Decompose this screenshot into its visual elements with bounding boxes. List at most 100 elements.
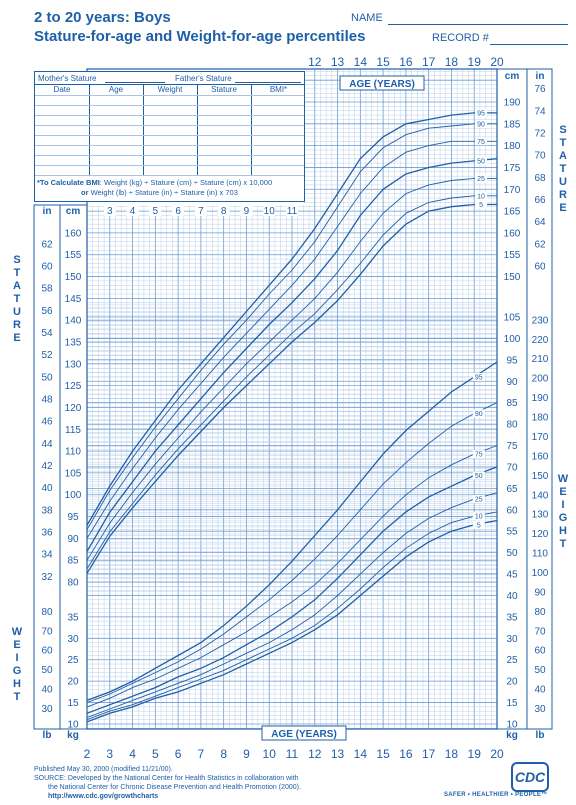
weight-p10-label: 10 xyxy=(475,514,483,521)
stature-in-tick-right: 64 xyxy=(534,217,546,228)
stature-in-tick-left: 36 xyxy=(41,528,53,539)
stature-cm-tick-right: 175 xyxy=(504,163,521,174)
weight-lb-tick-right: 190 xyxy=(532,393,549,404)
x-tick-top: 15 xyxy=(376,55,390,69)
weight-kg-tick-right: 40 xyxy=(506,591,518,602)
weight-kg-tick-right: 25 xyxy=(506,655,518,666)
weight-kg-tick-right: 55 xyxy=(506,527,518,538)
x-tick-inner: 6 xyxy=(175,206,181,217)
unit-kg-left: kg xyxy=(67,730,79,741)
weight-p5-line xyxy=(86,519,498,723)
x-tick-bottom: 3 xyxy=(106,747,113,761)
record-row[interactable] xyxy=(35,95,304,96)
weight-lb-tick-right: 30 xyxy=(534,704,546,715)
fathers-stature-field[interactable] xyxy=(235,82,301,83)
weight-kg-tick-left: 25 xyxy=(67,655,79,666)
weight-kg-tick-right: 75 xyxy=(506,441,518,452)
record-row[interactable] xyxy=(35,125,304,126)
x-tick-bottom: 2 xyxy=(84,747,91,761)
stature-p25-line xyxy=(86,177,497,561)
stature-in-tick-right: 76 xyxy=(534,84,546,95)
x-tick-bottom: 4 xyxy=(129,747,136,761)
weight-kg-tick-right: 80 xyxy=(506,420,518,431)
stature-in-tick-right: 74 xyxy=(534,106,546,117)
stature-cm-tick-left: 145 xyxy=(65,294,82,305)
source-link[interactable]: http://www.cdc.gov/growthcharts xyxy=(48,793,159,800)
weight-kg-tick-right: 10 xyxy=(506,720,518,731)
stature-cm-tick-left: 95 xyxy=(67,512,79,523)
stature-in-tick-left: 54 xyxy=(41,328,53,339)
weight-p50-label: 50 xyxy=(475,473,483,480)
weight-lb-tick-right: 130 xyxy=(532,510,549,521)
x-tick-bottom: 5 xyxy=(152,747,159,761)
stature-in-tick-left: 58 xyxy=(41,284,53,295)
weight-lb-tick-right: 150 xyxy=(532,471,549,482)
stature-cm-tick-left: 130 xyxy=(65,359,82,370)
weight-lb-tick-right: 140 xyxy=(532,490,549,501)
record-row[interactable] xyxy=(35,165,304,166)
stature-in-tick-left: 44 xyxy=(41,439,53,450)
stature-cm-tick-right: 185 xyxy=(504,119,521,130)
fathers-stature-label: Father's Stature xyxy=(175,74,232,83)
weight-p75-line xyxy=(86,445,498,708)
x-tick-inner: 4 xyxy=(130,206,136,217)
record-col-header: Stature xyxy=(211,85,237,94)
record-row[interactable] xyxy=(35,175,304,176)
weight-lb-tick-right: 90 xyxy=(534,587,546,598)
stature-in-tick-right: 66 xyxy=(534,195,546,206)
stature-in-tick-left: 40 xyxy=(41,483,53,494)
cdc-logo: CDC xyxy=(511,762,549,792)
stature-cm-tick-right: 190 xyxy=(504,98,521,109)
record-col-header: BMI* xyxy=(269,85,288,94)
record-label: RECORD # xyxy=(432,32,489,44)
record-row[interactable] xyxy=(35,155,304,156)
x-axis-title-top: AGE (YEARS) xyxy=(349,79,415,90)
x-tick-bottom: 6 xyxy=(175,747,182,761)
stature-cm-tick-left: 160 xyxy=(65,228,82,239)
stature-in-tick-left: 48 xyxy=(41,395,53,406)
stature-cm-tick-right: 165 xyxy=(504,207,521,218)
stature-p5-line xyxy=(86,203,497,574)
stature-cm-tick-right: 150 xyxy=(504,272,521,283)
name-field[interactable] xyxy=(388,24,568,25)
stature-cm-tick-right: 155 xyxy=(504,250,521,261)
weight-lb-tick-right: 230 xyxy=(532,315,549,326)
x-tick-inner: 10 xyxy=(264,206,276,217)
weight-lb-tick-right: 60 xyxy=(534,646,546,657)
stature-in-tick-right: 60 xyxy=(534,262,546,273)
stature-p75-line xyxy=(86,140,497,539)
weight-kg-tick-right: 50 xyxy=(506,548,518,559)
weight-kg-tick-right: 60 xyxy=(506,505,518,516)
weight-kg-tick-right: 20 xyxy=(506,677,518,688)
x-tick-top: 13 xyxy=(331,55,345,69)
record-row[interactable] xyxy=(35,135,304,136)
weight-lb-tick-right: 180 xyxy=(532,413,549,424)
stature-in-tick-right: 70 xyxy=(534,151,546,162)
stature-p10-line xyxy=(86,195,497,570)
record-field[interactable] xyxy=(490,44,568,45)
stature-cm-tick-left: 125 xyxy=(65,381,82,392)
stature-p95-label: 95 xyxy=(477,110,485,117)
weight-lb-tick-right: 50 xyxy=(534,665,546,676)
record-row[interactable] xyxy=(35,145,304,146)
weight-lb-tick-left: 60 xyxy=(41,646,53,657)
weight-lb-tick-right: 70 xyxy=(534,626,546,637)
footer-source: Published May 30, 2000 (modified 11/21/0… xyxy=(34,766,301,800)
record-row[interactable] xyxy=(35,105,304,106)
cdc-tagline: SAFER • HEALTHIER • PEOPLE™ xyxy=(444,792,548,798)
x-tick-top: 12 xyxy=(308,55,322,69)
weight-lb-tick-right: 100 xyxy=(532,568,549,579)
record-row[interactable] xyxy=(35,115,304,116)
chart-subtitle: Stature-for-age and Weight-for-age perce… xyxy=(34,28,366,45)
weight-kg-tick-left: 15 xyxy=(67,698,79,709)
record-col-header: Age xyxy=(108,85,124,94)
weight-lb-tick-right: 210 xyxy=(532,354,549,365)
x-tick-bottom: 18 xyxy=(445,747,459,761)
weight-kg-tick-right: 45 xyxy=(506,570,518,581)
stature-cm-tick-right: 170 xyxy=(504,185,521,196)
mothers-stature-field[interactable] xyxy=(105,82,165,83)
stature-in-tick-right: 72 xyxy=(534,129,546,140)
weight-kg-tick-right: 95 xyxy=(506,355,518,366)
weight-lb-tick-right: 110 xyxy=(532,549,548,560)
